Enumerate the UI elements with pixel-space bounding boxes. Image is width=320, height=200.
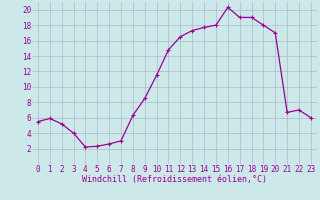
X-axis label: Windchill (Refroidissement éolien,°C): Windchill (Refroidissement éolien,°C): [82, 175, 267, 184]
